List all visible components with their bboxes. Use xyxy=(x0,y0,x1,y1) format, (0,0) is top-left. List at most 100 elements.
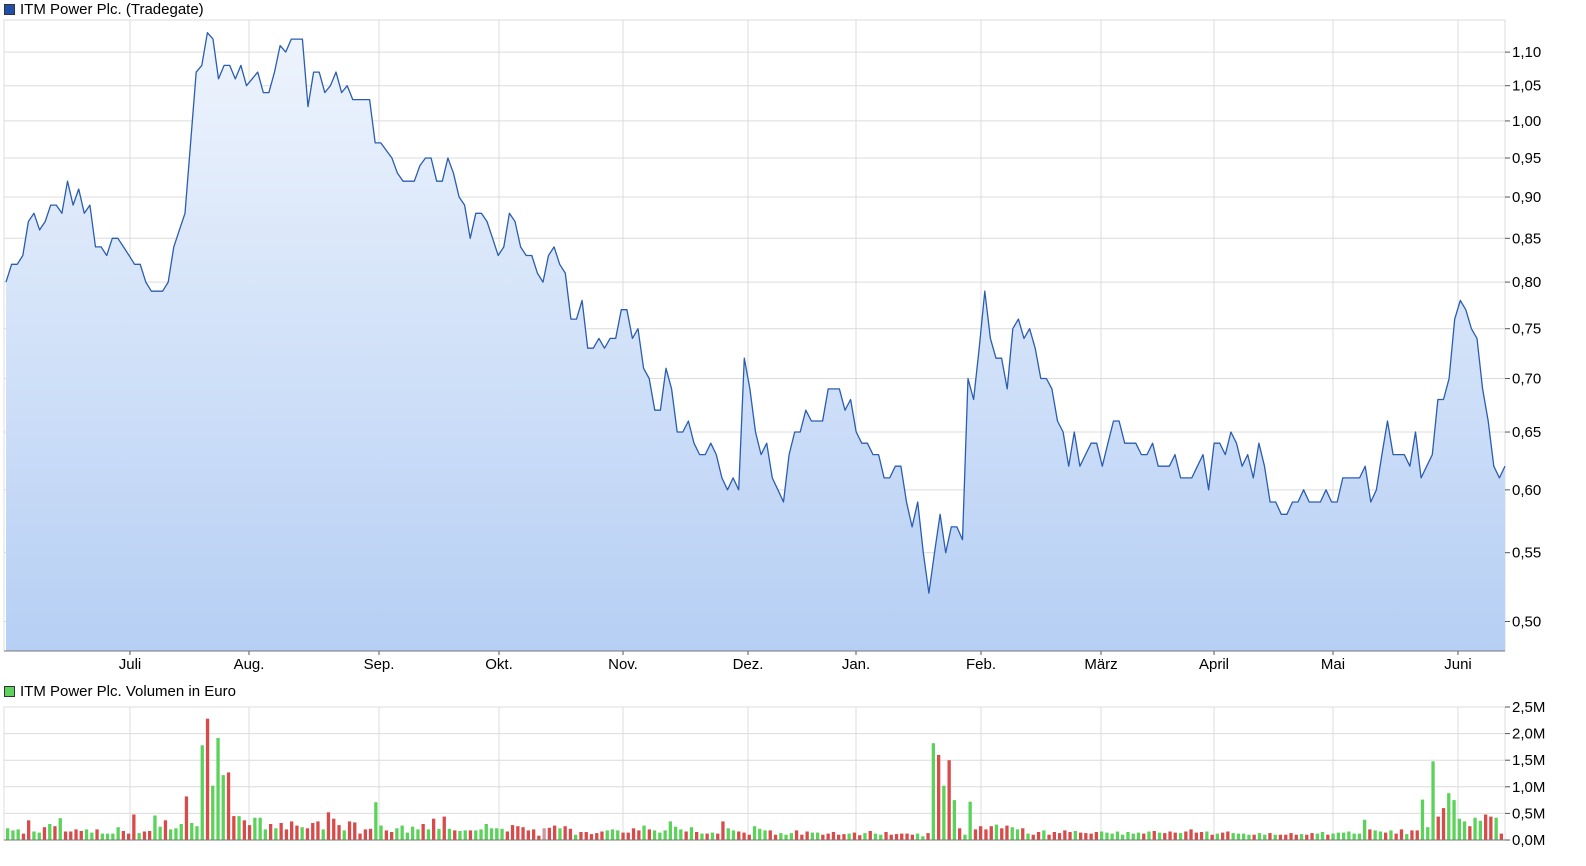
volume-bar xyxy=(805,831,809,840)
volume-bar xyxy=(610,829,615,840)
volume-bar xyxy=(253,817,257,840)
price-y-tick-label: 0,90 xyxy=(1512,189,1541,206)
volume-bar xyxy=(453,830,457,840)
price-x-tick-label: Juni xyxy=(1444,656,1472,673)
price-y-tick-label: 1,05 xyxy=(1512,78,1541,95)
volume-bar xyxy=(773,834,778,840)
volume-bar xyxy=(1331,833,1335,840)
volume-bar xyxy=(90,832,94,840)
volume-bar xyxy=(1178,833,1183,840)
volume-y-tick-label: 1,5M xyxy=(1512,752,1545,769)
volume-bar xyxy=(1410,830,1414,840)
volume-bar xyxy=(789,833,793,840)
volume-bar xyxy=(553,825,557,840)
volume-bar xyxy=(437,828,441,840)
volume-bar xyxy=(794,830,799,840)
price-panel: 1,10 1,05 1,00 0,95 0,90 0,85 0,80 0,75 0,70 0,65… xyxy=(3,19,1541,673)
volume-bar xyxy=(1194,832,1198,840)
volume-bar xyxy=(852,832,857,840)
volume-bar xyxy=(1042,830,1046,840)
volume-bar xyxy=(79,831,83,840)
price-x-tick-label: Okt. xyxy=(485,656,513,673)
volume-bar xyxy=(510,825,515,840)
volume-bar xyxy=(263,829,267,840)
price-y-tick-label: 0,70 xyxy=(1512,371,1541,388)
volume-bar xyxy=(1378,831,1383,840)
volume-bar xyxy=(84,829,89,840)
volume-bar xyxy=(716,833,720,840)
volume-bar xyxy=(32,831,36,840)
volume-bar xyxy=(37,832,41,840)
volume-bar xyxy=(447,828,452,840)
volume-bar xyxy=(379,825,383,840)
volume-bar xyxy=(1310,833,1314,840)
volume-y-tick-label: 2,5M xyxy=(1512,699,1545,716)
volume-bar xyxy=(847,833,851,840)
volume-bar xyxy=(526,830,530,840)
volume-bar xyxy=(211,785,215,840)
volume-bar xyxy=(221,775,225,840)
volume-bar xyxy=(1226,831,1230,840)
volume-bar xyxy=(631,828,636,840)
price-x-tick-label: Mai xyxy=(1321,656,1345,673)
volume-bar xyxy=(1168,831,1172,840)
volume-bar xyxy=(547,827,551,840)
volume-bar xyxy=(1031,834,1035,840)
volume-bar xyxy=(158,826,162,840)
volume-bar xyxy=(963,834,967,840)
price-y-tick-label: 0,75 xyxy=(1512,321,1541,338)
volume-bar xyxy=(1110,833,1114,840)
volume-bar xyxy=(810,832,814,840)
volume-bar xyxy=(468,830,473,840)
volume-bar xyxy=(374,802,378,840)
volume-bar xyxy=(411,826,415,840)
volume-bar xyxy=(800,834,804,840)
volume-bar xyxy=(831,832,836,840)
volume-bar xyxy=(1441,808,1446,840)
volume-bar xyxy=(695,832,699,840)
volume-bar xyxy=(432,818,436,840)
volume-bar xyxy=(111,833,115,840)
volume-bar xyxy=(642,825,646,840)
volume-bar xyxy=(579,832,583,840)
volume-bar xyxy=(1252,834,1256,840)
volume-bar xyxy=(1394,833,1398,840)
volume-bar xyxy=(842,834,846,840)
volume-bar xyxy=(11,830,15,840)
volume-bar xyxy=(116,827,120,840)
price-y-tick-label: 0,50 xyxy=(1512,614,1541,631)
volume-bar xyxy=(416,829,420,840)
volume-bar xyxy=(1415,830,1419,840)
volume-bar xyxy=(1473,817,1477,840)
volume-bar xyxy=(542,828,546,840)
volume-bar xyxy=(284,829,289,840)
volume-bar xyxy=(1163,833,1167,840)
volume-bar xyxy=(1342,832,1346,840)
volume-bar xyxy=(1242,833,1246,840)
volume-bar xyxy=(721,821,725,840)
volume-bar xyxy=(574,834,578,840)
volume-bar xyxy=(426,829,431,840)
volume-bar xyxy=(532,829,536,840)
volume-legend-label: ITM Power Plc. Volumen in Euro xyxy=(20,682,236,700)
volume-bar xyxy=(984,829,988,840)
volume-bar xyxy=(747,834,751,840)
volume-bar xyxy=(295,825,299,840)
volume-bar xyxy=(6,828,10,840)
volume-bar xyxy=(74,829,78,840)
volume-bar xyxy=(595,833,599,840)
price-legend: ITM Power Plc. (Tradegate) xyxy=(4,0,204,18)
volume-bar xyxy=(900,833,904,840)
volume-bar xyxy=(163,820,168,840)
volume-bar xyxy=(600,831,604,840)
volume-bar xyxy=(637,830,641,840)
volume-bar xyxy=(837,834,841,840)
volume-bar xyxy=(1278,834,1283,840)
volume-bar xyxy=(768,830,772,840)
volume-bar xyxy=(1026,833,1030,840)
volume-bar xyxy=(1462,821,1467,840)
volume-bar xyxy=(1489,816,1493,840)
price-x-tick-label: Juli xyxy=(119,656,142,673)
price-x-tick-label: Nov. xyxy=(608,656,638,673)
price-legend-label: ITM Power Plc. (Tradegate) xyxy=(20,0,204,18)
